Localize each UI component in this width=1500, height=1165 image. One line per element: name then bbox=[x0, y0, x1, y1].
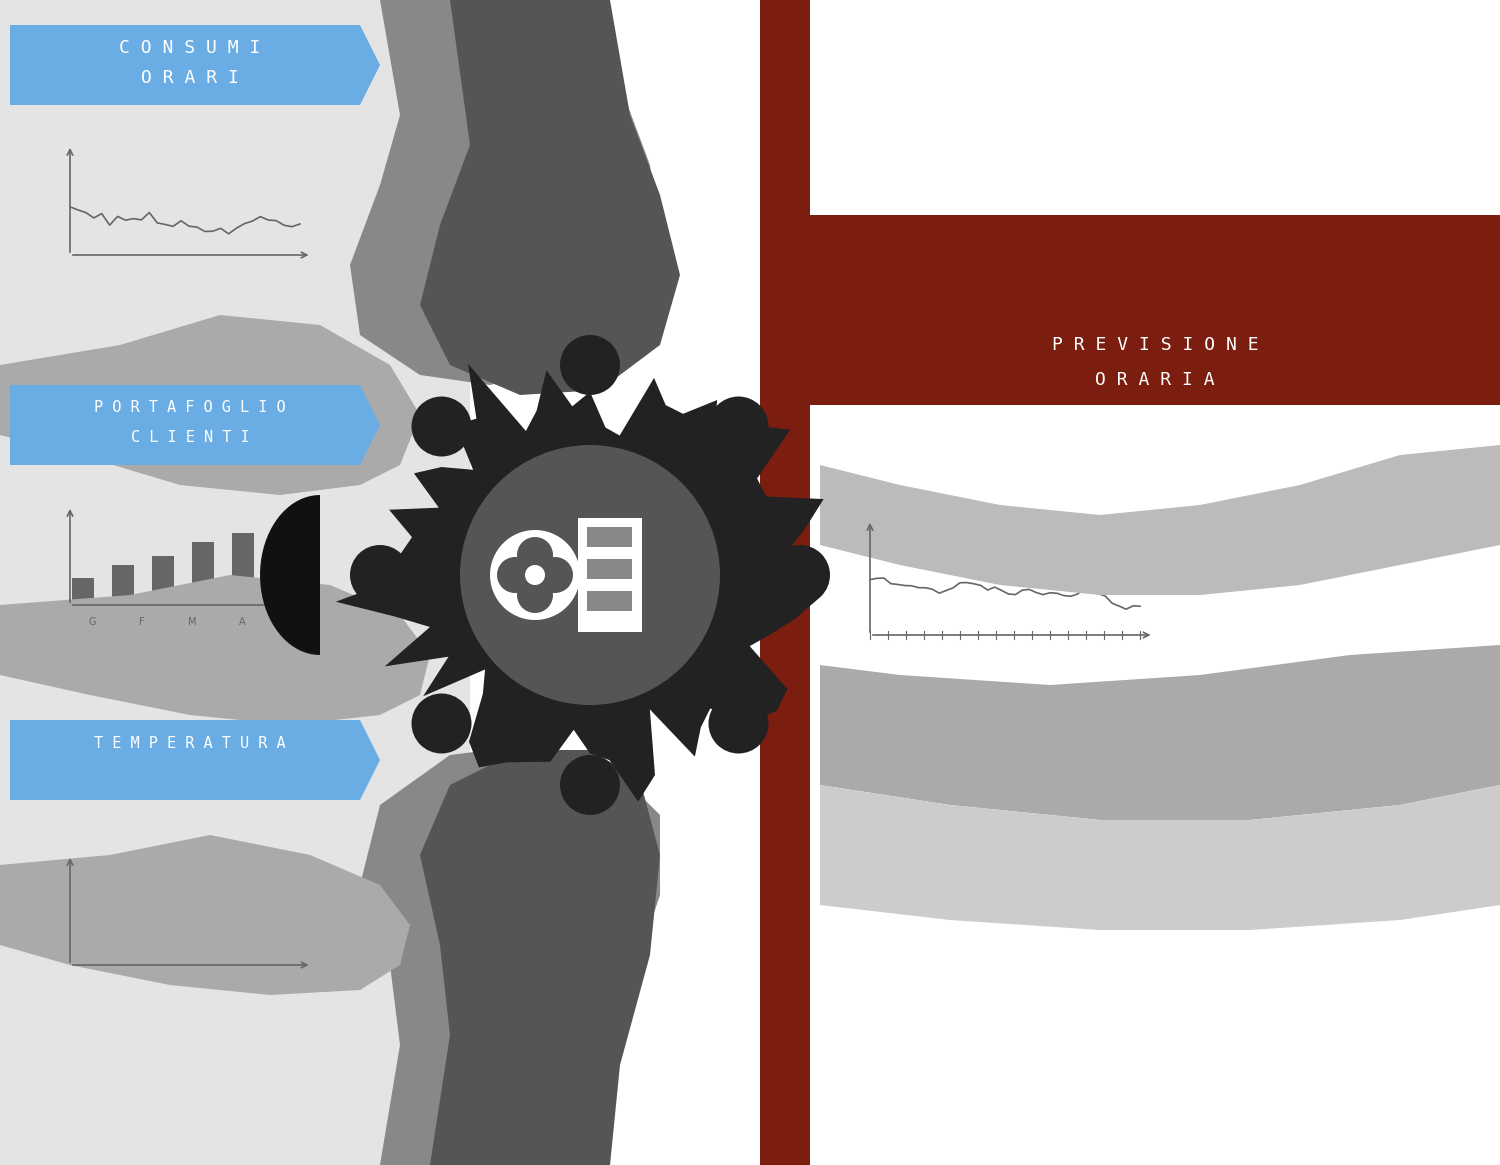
Polygon shape bbox=[0, 0, 470, 1165]
Polygon shape bbox=[10, 24, 380, 105]
Text: C O N S U M I: C O N S U M I bbox=[120, 38, 261, 57]
Circle shape bbox=[518, 577, 554, 613]
Polygon shape bbox=[821, 645, 1500, 820]
Polygon shape bbox=[10, 720, 380, 800]
FancyBboxPatch shape bbox=[586, 559, 632, 579]
FancyBboxPatch shape bbox=[586, 591, 632, 610]
Text: O R A R I A: O R A R I A bbox=[1095, 370, 1215, 389]
Circle shape bbox=[525, 565, 544, 585]
Polygon shape bbox=[350, 0, 660, 384]
Text: G: G bbox=[88, 617, 96, 627]
Text: M: M bbox=[188, 617, 196, 627]
Circle shape bbox=[411, 396, 471, 457]
Polygon shape bbox=[336, 363, 824, 802]
Text: T E M P E R A T U R A: T E M P E R A T U R A bbox=[94, 735, 286, 750]
Polygon shape bbox=[420, 750, 660, 1165]
Circle shape bbox=[537, 557, 573, 593]
Circle shape bbox=[770, 545, 830, 605]
Polygon shape bbox=[0, 315, 420, 495]
Circle shape bbox=[496, 557, 532, 593]
Text: O R A R I: O R A R I bbox=[141, 69, 238, 87]
Circle shape bbox=[560, 755, 620, 816]
Circle shape bbox=[708, 693, 768, 754]
Circle shape bbox=[518, 537, 554, 573]
Polygon shape bbox=[760, 0, 1500, 315]
FancyBboxPatch shape bbox=[152, 556, 174, 605]
Text: A: A bbox=[238, 617, 246, 627]
Polygon shape bbox=[10, 384, 380, 465]
FancyBboxPatch shape bbox=[112, 565, 134, 605]
Circle shape bbox=[560, 336, 620, 395]
Polygon shape bbox=[810, 315, 1500, 405]
Text: P R E V I S I O N E: P R E V I S I O N E bbox=[1052, 336, 1258, 354]
Polygon shape bbox=[360, 744, 660, 1165]
Polygon shape bbox=[420, 0, 680, 395]
Polygon shape bbox=[260, 495, 320, 655]
FancyBboxPatch shape bbox=[232, 534, 254, 605]
FancyBboxPatch shape bbox=[578, 518, 642, 631]
Text: P O R T A F O G L I O: P O R T A F O G L I O bbox=[94, 401, 286, 416]
Text: F: F bbox=[140, 617, 146, 627]
Polygon shape bbox=[0, 835, 410, 995]
Polygon shape bbox=[810, 0, 1500, 216]
Circle shape bbox=[350, 545, 410, 605]
FancyBboxPatch shape bbox=[586, 527, 632, 548]
Text: C L I E N T I: C L I E N T I bbox=[130, 431, 249, 445]
Circle shape bbox=[460, 445, 720, 705]
FancyBboxPatch shape bbox=[72, 578, 94, 605]
Polygon shape bbox=[821, 445, 1500, 595]
Circle shape bbox=[708, 396, 768, 457]
Polygon shape bbox=[821, 785, 1500, 930]
Polygon shape bbox=[760, 0, 810, 1165]
Circle shape bbox=[490, 530, 580, 620]
FancyBboxPatch shape bbox=[192, 542, 214, 605]
Circle shape bbox=[411, 693, 471, 754]
Polygon shape bbox=[0, 576, 430, 725]
